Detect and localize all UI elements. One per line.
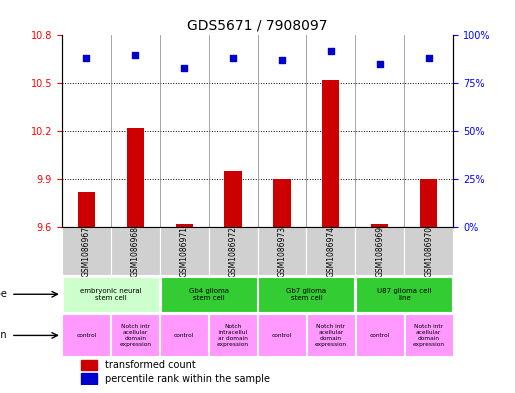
Title: GDS5671 / 7908097: GDS5671 / 7908097	[187, 19, 328, 33]
Bar	[273, 179, 290, 228]
Point	[375, 61, 384, 67]
Text: control: control	[174, 333, 194, 338]
Point	[82, 55, 91, 62]
Text: GSM1086969: GSM1086969	[375, 226, 384, 277]
Text: Gb7 glioma
stem cell: Gb7 glioma stem cell	[286, 288, 327, 301]
Bar	[160, 228, 209, 275]
Text: GSM1086970: GSM1086970	[424, 226, 433, 277]
Bar	[209, 314, 257, 356]
Bar	[355, 228, 404, 275]
Bar	[259, 277, 354, 312]
Bar	[307, 314, 355, 356]
Text: U87 glioma cell
line: U87 glioma cell line	[377, 288, 432, 301]
Text: control: control	[370, 333, 390, 338]
Bar	[78, 192, 95, 228]
Point	[327, 48, 335, 54]
Text: transformed count: transformed count	[105, 360, 196, 370]
Bar	[63, 277, 159, 312]
Text: GSM1086967: GSM1086967	[82, 226, 91, 277]
Text: GSM1086973: GSM1086973	[278, 226, 286, 277]
Bar	[356, 277, 452, 312]
Text: control: control	[272, 333, 292, 338]
Bar	[81, 373, 97, 384]
Text: Gb4 glioma
stem cell: Gb4 glioma stem cell	[188, 288, 229, 301]
Text: Notch
intracellul
ar domain
expression: Notch intracellul ar domain expression	[217, 324, 249, 347]
Text: GSM1086972: GSM1086972	[229, 226, 237, 277]
Bar	[62, 314, 110, 356]
Text: GSM1086968: GSM1086968	[131, 226, 140, 277]
Point	[131, 51, 139, 58]
Text: genotype/variation: genotype/variation	[0, 331, 7, 340]
Text: Notch intr
acellular
domain
expression: Notch intr acellular domain expression	[315, 324, 347, 347]
Text: control: control	[76, 333, 96, 338]
Bar	[111, 314, 159, 356]
Bar	[420, 179, 437, 228]
Bar	[111, 228, 160, 275]
Bar	[258, 314, 306, 356]
Bar	[176, 224, 193, 228]
Point	[180, 65, 188, 71]
Bar	[81, 360, 97, 370]
Text: Notch intr
acellular
domain
expression: Notch intr acellular domain expression	[119, 324, 151, 347]
Text: percentile rank within the sample: percentile rank within the sample	[105, 374, 270, 384]
Bar	[405, 314, 453, 356]
Text: GSM1086974: GSM1086974	[327, 226, 335, 277]
Bar	[62, 228, 111, 275]
Bar	[209, 228, 258, 275]
Text: Notch intr
acellular
domain
expression: Notch intr acellular domain expression	[413, 324, 445, 347]
Bar	[225, 171, 242, 228]
Bar	[160, 314, 208, 356]
Bar	[161, 277, 256, 312]
Bar	[258, 228, 306, 275]
Text: embryonic neural
stem cell: embryonic neural stem cell	[80, 288, 142, 301]
Bar	[404, 228, 453, 275]
Bar	[127, 128, 144, 228]
Point	[424, 55, 433, 62]
Text: GSM1086971: GSM1086971	[180, 226, 188, 277]
Point	[278, 57, 286, 64]
Bar	[306, 228, 355, 275]
Bar	[356, 314, 404, 356]
Text: cell type: cell type	[0, 289, 7, 299]
Bar	[371, 224, 388, 228]
Point	[229, 55, 237, 62]
Bar	[322, 80, 339, 228]
